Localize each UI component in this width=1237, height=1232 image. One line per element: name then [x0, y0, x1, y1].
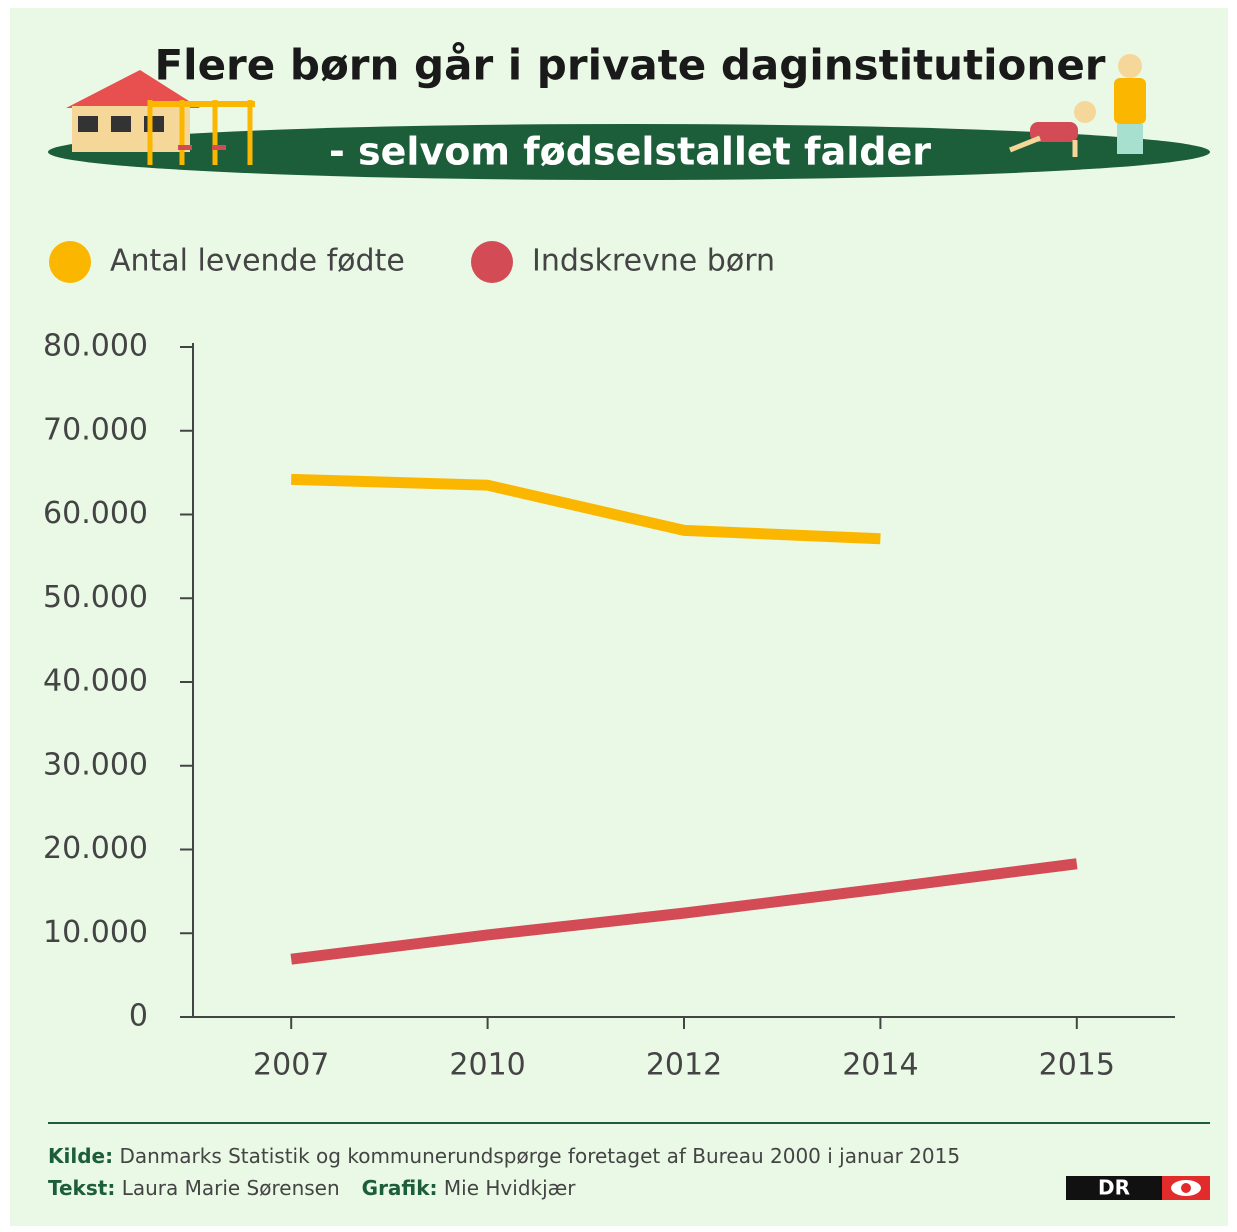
x-tick-label: 2014: [842, 1048, 918, 1083]
y-tick-label: 0: [129, 999, 148, 1034]
x-tick-label: 2007: [253, 1048, 329, 1083]
y-tick-label: 40.000: [43, 664, 148, 699]
dr-logo: DR: [1066, 1176, 1210, 1201]
graphic-label: Grafik:: [362, 1176, 438, 1200]
legend-label: Indskrevne børn: [532, 244, 775, 279]
credits: Tekst: Laura Marie Sørensen Grafik: Mie H…: [48, 1176, 576, 1200]
source-label: Kilde:: [48, 1144, 113, 1168]
legend-swatch: [49, 241, 91, 283]
y-tick-label: 20.000: [43, 831, 148, 866]
y-tick-label: 80.000: [43, 329, 148, 364]
y-tick-label: 30.000: [43, 747, 148, 782]
y-tick-label: 70.000: [43, 412, 148, 447]
legend-label: Antal levende fødte: [110, 244, 405, 279]
y-tick-label: 50.000: [43, 580, 148, 615]
x-tick-label: 2015: [1039, 1048, 1115, 1083]
chart-subtitle: - selvom fødselstallet falder: [329, 130, 931, 174]
y-tick-label: 60.000: [43, 496, 148, 531]
source: Kilde: Danmarks Statistik og kommunerund…: [48, 1144, 960, 1168]
x-tick-label: 2010: [449, 1048, 525, 1083]
source-text: Danmarks Statistik og kommunerundspørge …: [119, 1144, 960, 1168]
y-tick-label: 10.000: [43, 915, 148, 950]
text-label: Tekst:: [48, 1176, 115, 1200]
chart-title: Flere børn går i private daginstitutione…: [154, 41, 1105, 90]
logo-text: DR: [1098, 1176, 1130, 1200]
x-tick-label: 2012: [646, 1048, 722, 1083]
chart: Flere børn går i private daginstitutione…: [0, 0, 1237, 1232]
legend-swatch: [471, 241, 513, 283]
text-author: Laura Marie Sørensen: [122, 1176, 340, 1200]
graphic-author: Mie Hvidkjær: [444, 1176, 576, 1200]
